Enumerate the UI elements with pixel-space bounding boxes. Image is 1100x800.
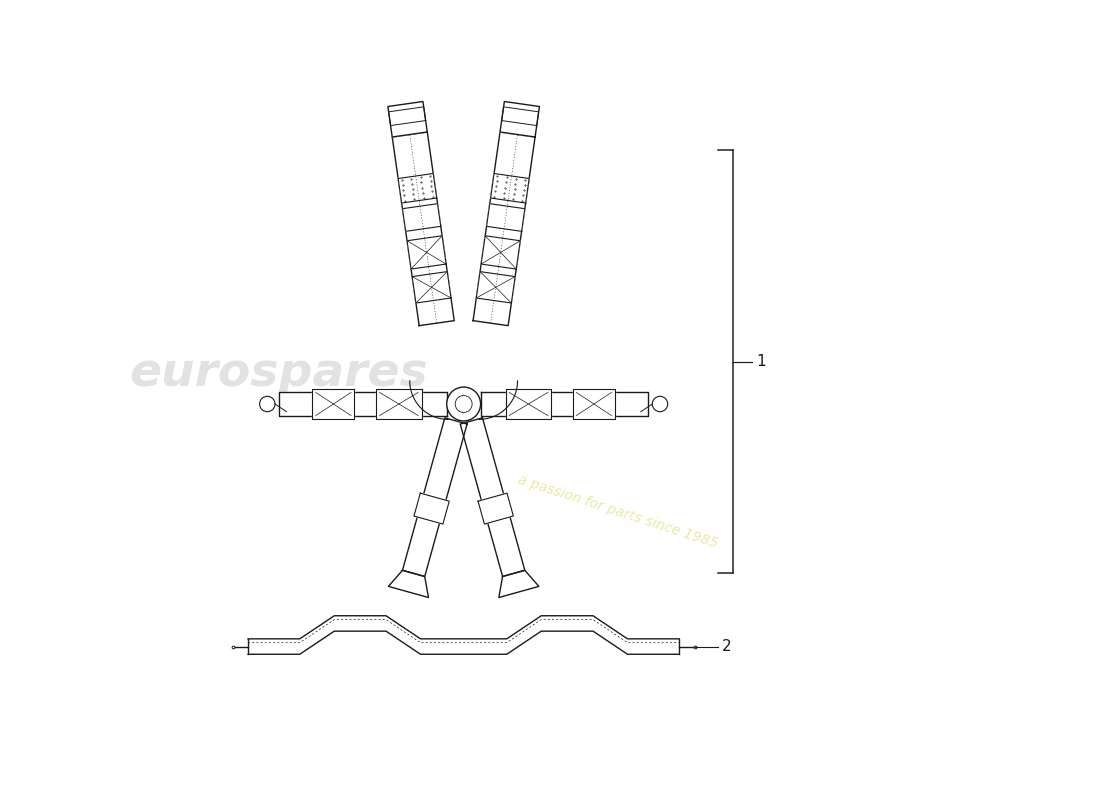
Polygon shape	[398, 174, 437, 203]
Polygon shape	[498, 570, 539, 598]
Polygon shape	[473, 132, 535, 326]
Polygon shape	[393, 132, 454, 326]
Circle shape	[455, 395, 472, 413]
Polygon shape	[500, 102, 539, 137]
Polygon shape	[506, 389, 551, 419]
Polygon shape	[476, 271, 515, 303]
Text: eurospares: eurospares	[130, 350, 428, 396]
Polygon shape	[414, 493, 449, 524]
Polygon shape	[403, 204, 441, 231]
Polygon shape	[403, 418, 467, 577]
Polygon shape	[412, 271, 451, 303]
Polygon shape	[460, 418, 525, 577]
Polygon shape	[573, 389, 615, 419]
Circle shape	[447, 387, 481, 421]
Polygon shape	[491, 174, 529, 203]
Polygon shape	[486, 204, 525, 231]
Circle shape	[260, 396, 275, 412]
Polygon shape	[478, 493, 514, 524]
Text: 1: 1	[757, 354, 766, 369]
Circle shape	[652, 396, 668, 412]
Polygon shape	[312, 389, 354, 419]
Text: a passion for parts since 1985: a passion for parts since 1985	[516, 473, 719, 551]
Text: 2: 2	[722, 639, 732, 654]
Polygon shape	[481, 393, 648, 415]
Polygon shape	[407, 236, 447, 269]
Polygon shape	[388, 102, 427, 137]
Polygon shape	[279, 393, 447, 415]
Polygon shape	[388, 570, 429, 598]
Polygon shape	[376, 389, 421, 419]
Polygon shape	[481, 236, 520, 269]
